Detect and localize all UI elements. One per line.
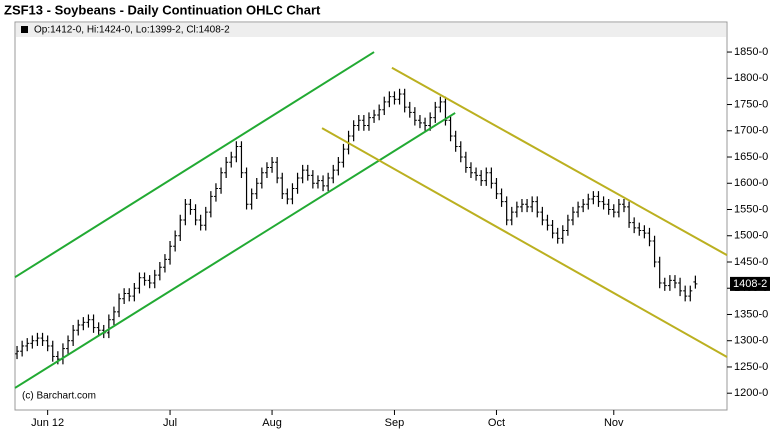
watermark: (c) Barchart.com: [22, 391, 96, 402]
plot-frame: [14, 21, 728, 411]
trend-line: [391, 66, 728, 257]
y-tick-label: 1850-0: [734, 46, 768, 58]
chart-title: ZSF13 - Soybeans - Daily Continuation OH…: [4, 2, 321, 17]
x-tick-label: Sep: [385, 417, 405, 429]
x-tick-label: Jun 12: [31, 417, 64, 429]
y-tick-label: 1650-0: [734, 151, 768, 163]
last-price-box: [730, 276, 770, 291]
legend-icon: [21, 26, 28, 33]
legend-text: Op:1412-0, Hi:1424-0, Lo:1399-2, Cl:1408…: [34, 25, 230, 36]
y-tick-label: 1550-0: [734, 203, 768, 215]
y-tick-label: 1300-0: [734, 335, 768, 347]
x-tick-label: Jul: [163, 417, 177, 429]
y-tick-label: 1350-0: [734, 308, 768, 320]
last-price-label: 1408-2: [733, 278, 767, 290]
y-tick-label: 1500-0: [734, 230, 768, 242]
x-tick-label: Oct: [488, 417, 505, 429]
y-tick-label: 1750-0: [734, 98, 768, 110]
trend-line: [321, 127, 728, 358]
y-tick-label: 1450-0: [734, 256, 768, 268]
y-tick-label: 1200-0: [734, 387, 768, 399]
y-tick-label: 1700-0: [734, 125, 768, 137]
x-tick-label: Nov: [604, 417, 624, 429]
legend-strip: [16, 23, 726, 37]
y-tick-label: 1800-0: [734, 72, 768, 84]
trend-line: [14, 112, 456, 389]
y-tick-label: 1600-0: [734, 177, 768, 189]
x-tick-label: Aug: [262, 417, 282, 429]
trend-line: [14, 51, 375, 279]
y-tick-label: 1250-0: [734, 361, 768, 373]
